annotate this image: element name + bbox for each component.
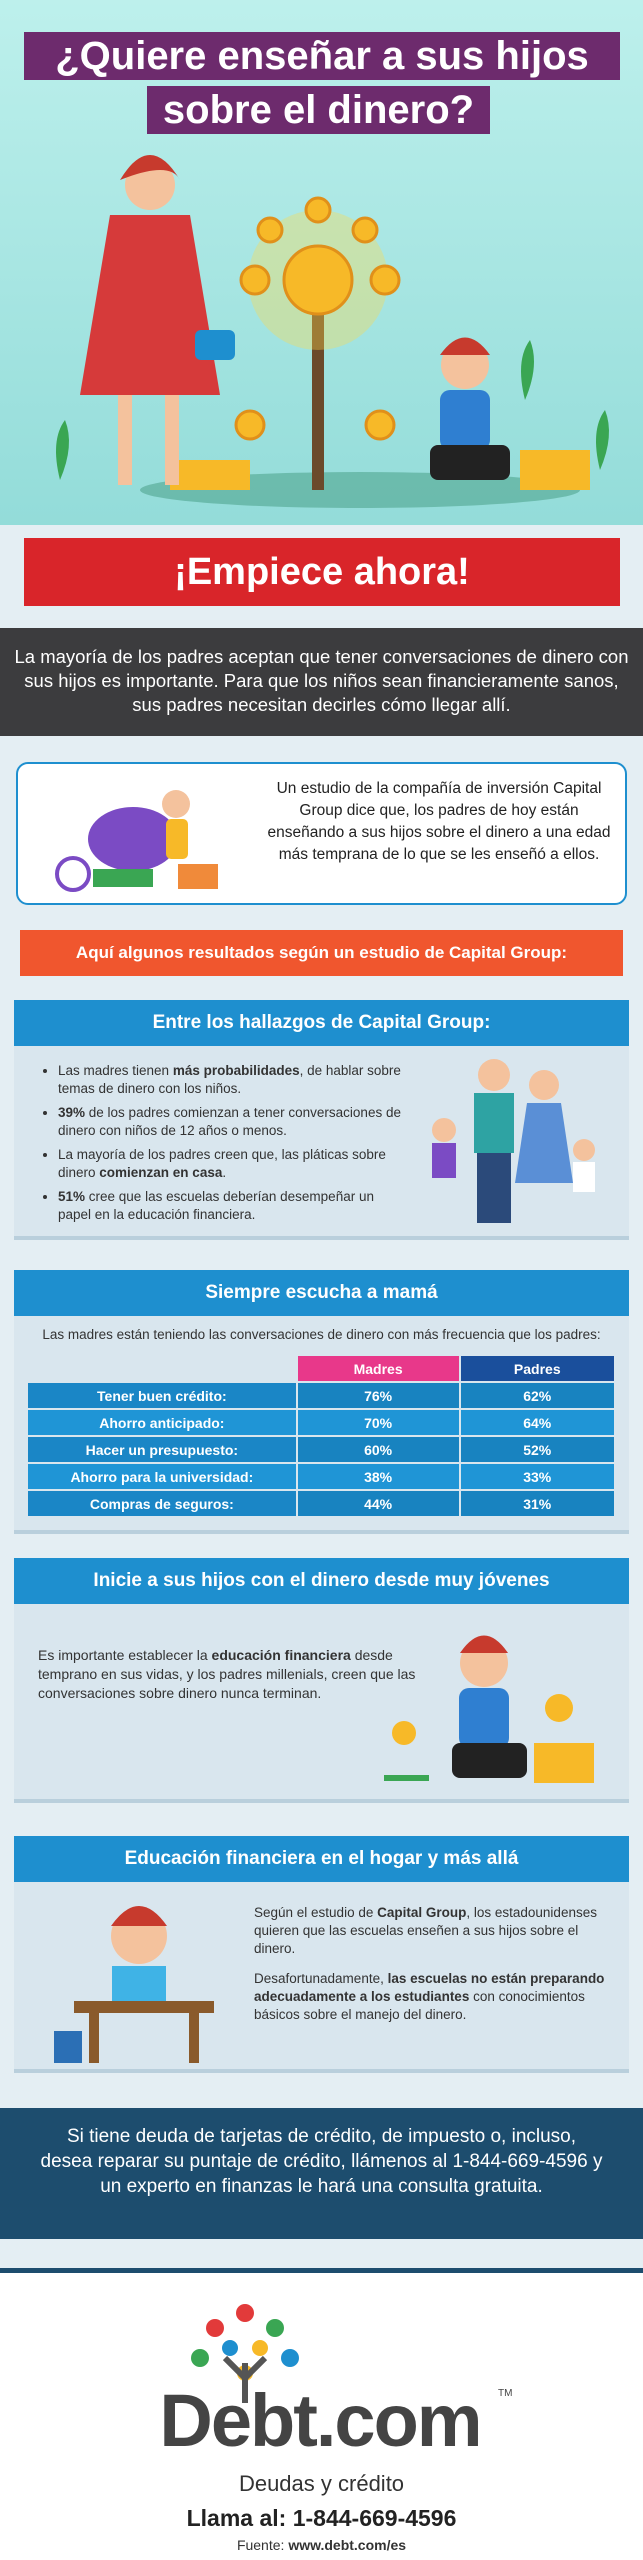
table-row: Compras de seguros: 44% 31% (28, 1491, 614, 1516)
bold-text: más probabilidades (172, 1063, 300, 1078)
bold-text: Capital Group (377, 1905, 467, 1920)
text: , de hablar sobre temas de dinero con lo… (58, 1063, 401, 1096)
text: Según el estudio de (254, 1905, 378, 1920)
intro: La mayoría de los padres aceptan que ten… (0, 628, 643, 736)
mom-subtitle: Las madres están teniendo las conversaci… (42, 1327, 601, 1342)
section-title: Entre los hallazgos de Capital Group: (14, 1000, 629, 1046)
row-label: Compras de seguros: (28, 1491, 296, 1516)
title-line: sobre el dinero? (147, 86, 490, 134)
early-section: Inicie a sus hijos con el dinero desde m… (14, 1558, 629, 1803)
bullet: Las madres tienen más probabilidades, de… (58, 1062, 404, 1098)
table-header: Madres Padres (28, 1356, 614, 1381)
paragraph: Según el estudio de Capital Group, los e… (254, 1904, 614, 1958)
column-header: Madres (297, 1356, 459, 1381)
contact: Si tiene deuda de tarjetas de crédito, d… (0, 2108, 643, 2239)
source-url: www.debt.com/es (288, 2537, 407, 2553)
value-cell: 64% (460, 1410, 614, 1435)
blank-cell (28, 1356, 296, 1381)
bold-text: educación financiera (211, 1647, 351, 1663)
mom-table: Madres Padres Tener buen crédito: 76% 62% Aho… (26, 1354, 616, 1518)
section-title: Inicie a sus hijos con el dinero desde m… (14, 1558, 629, 1604)
bullet: 39% de los padres comienzan a tener conv… (58, 1104, 404, 1140)
paragraph: Desafortunadamente, las escuelas no está… (254, 1970, 614, 2024)
text: . (222, 1165, 227, 1180)
mom-section: Siempre escucha a mamá Las madres están … (14, 1270, 629, 1534)
bold-text: 39% (58, 1105, 86, 1120)
row-label: Ahorro anticipado: (28, 1410, 296, 1435)
value-cell: 52% (460, 1437, 614, 1462)
school-section: Educación financiera en el hogar y más a… (14, 1836, 629, 2073)
hero-illustration (56, 155, 609, 508)
section-title: Educación financiera en el hogar y más a… (14, 1836, 629, 1882)
row-label: Ahorro para la universidad: (28, 1464, 296, 1489)
bold-text: las escuelas no están preparando adecuad… (254, 1971, 605, 2004)
text: de los padres comienzan a tener conversa… (58, 1105, 401, 1138)
tagline: Deudas y crédito (238, 2471, 405, 2496)
text: Desafortunadamente, (254, 1971, 388, 1986)
row-label: Hacer un presupuesto: (28, 1437, 296, 1462)
logo-tree (191, 2304, 299, 2403)
brand: Debt.com (159, 2379, 482, 2462)
value-cell: 33% (460, 1464, 614, 1489)
bullet: La mayoría de los padres creen que, las … (58, 1146, 404, 1182)
value-cell: 76% (297, 1383, 459, 1408)
section-title: Siempre escucha a mamá (14, 1270, 629, 1316)
bold-text: comienzan en casa (99, 1165, 223, 1180)
piggy-icon (55, 790, 218, 892)
phone: Llama al: 1-844-669-4596 (186, 2505, 457, 2531)
value-cell: 62% (460, 1383, 614, 1408)
value-cell: 31% (460, 1491, 614, 1516)
school-text: Según el estudio de Capital Group, los e… (254, 1904, 614, 2036)
bullet: 51% cree que las escuelas deberían desem… (58, 1188, 404, 1224)
study-box: Un estudio de la compañía de inversión C… (16, 762, 627, 905)
source: Fuente: www.debt.com/es (0, 2537, 643, 2553)
title-line: ¿Quiere enseñar a sus hijos (24, 32, 620, 80)
table-row: Ahorro anticipado: 70% 64% (28, 1410, 614, 1435)
column-header: Padres (460, 1356, 614, 1381)
text: cree que las escuelas deberían desempeña… (58, 1189, 374, 1222)
study-text: Un estudio de la compañía de inversión C… (267, 780, 611, 863)
value-cell: 70% (297, 1410, 459, 1435)
text: desde temprano en sus vidas, y los padre… (38, 1647, 416, 1701)
text: Es importante establecer la (38, 1647, 212, 1663)
early-text: Es importante establecer la educación fi… (38, 1646, 438, 1703)
bold-text: 51% (58, 1189, 86, 1204)
table-row: Hacer un presupuesto: 60% 52% (28, 1437, 614, 1462)
source-label: Fuente: (236, 2537, 285, 2553)
table-row: Tener buen crédito: 76% 62% (28, 1383, 614, 1408)
row-label: Tener buen crédito: (28, 1383, 296, 1408)
value-cell: 44% (297, 1491, 459, 1516)
value-cell: 38% (297, 1464, 459, 1489)
results-banner: Aquí algunos resultados según un estudio… (20, 930, 623, 976)
boy-icon (384, 1635, 594, 1783)
trademark: TM (498, 2388, 513, 2399)
findings-list: Las madres tienen más probabilidades, de… (14, 1062, 404, 1224)
student-icon (54, 1906, 214, 2063)
text: con conocimientos básicos sobre el manej… (254, 1989, 585, 2022)
family-icon (432, 1059, 595, 1223)
value-cell: 60% (297, 1437, 459, 1462)
findings-section: Entre los hallazgos de Capital Group: La… (14, 1000, 629, 1240)
cta-banner: ¡Empiece ahora! (24, 538, 620, 606)
text: La mayoría de los padres creen que, las … (58, 1147, 386, 1180)
footer: Debt.com TM Deudas y crédito Llama al: 1… (0, 2268, 643, 2560)
text: , los estadounidenses quieren que las es… (254, 1905, 597, 1956)
table-row: Ahorro para la universidad: 38% 33% (28, 1464, 614, 1489)
text: Las madres tienen (58, 1063, 173, 1078)
